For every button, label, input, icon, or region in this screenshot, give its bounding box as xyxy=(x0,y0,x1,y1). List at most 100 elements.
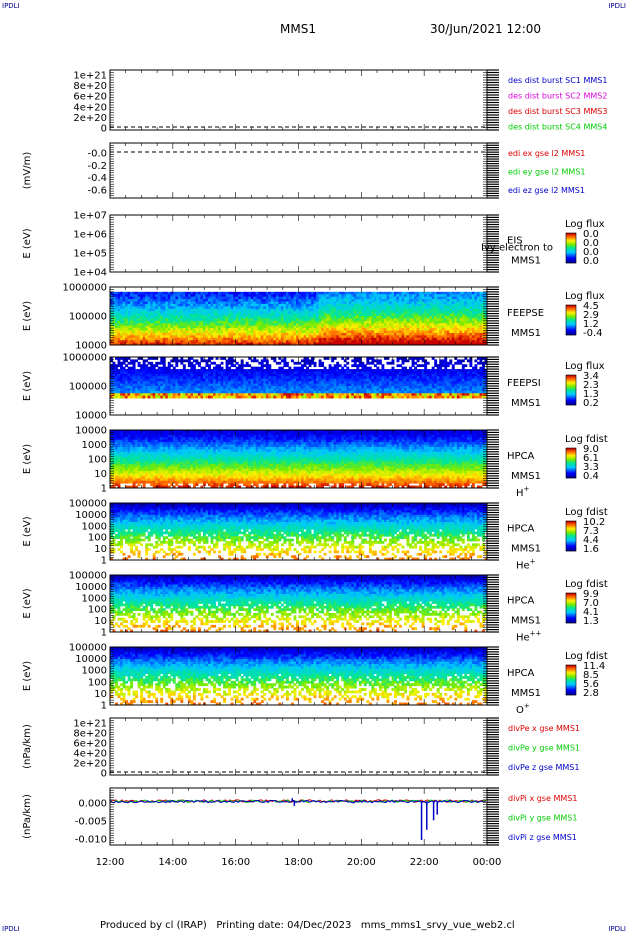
heatmap-cell xyxy=(120,301,123,305)
heatmap-cell xyxy=(316,311,319,314)
heatmap-cell xyxy=(283,318,287,322)
heatmap-cell xyxy=(446,318,450,322)
heatmap-cell xyxy=(306,337,309,341)
heatmap-cell xyxy=(210,378,214,382)
heatmap-cell xyxy=(273,316,277,319)
heatmap-cell xyxy=(160,371,164,375)
heatmap-cell xyxy=(225,316,229,319)
heatmap-cell xyxy=(283,386,287,389)
heatmap-cell xyxy=(273,311,277,314)
heatmap-cell xyxy=(112,373,116,377)
heatmap-cell xyxy=(306,320,309,324)
heatmap-cell xyxy=(117,328,121,331)
heatmap-cell xyxy=(308,299,312,302)
heatmap-cell xyxy=(449,318,453,322)
heatmap-cell xyxy=(273,313,277,317)
heatmap-cell xyxy=(434,296,438,300)
heatmap-cell xyxy=(366,337,370,341)
heatmap-cell xyxy=(233,308,237,312)
heatmap-cell xyxy=(215,369,219,372)
heatmap-cell xyxy=(308,342,312,346)
heatmap-cell xyxy=(238,393,242,397)
heatmap-cell xyxy=(333,335,337,339)
heatmap-cell xyxy=(162,332,166,336)
heatmap-cell xyxy=(142,299,146,302)
heatmap-cell xyxy=(240,359,244,363)
heatmap-cell xyxy=(426,313,430,317)
heatmap-cell xyxy=(152,313,156,317)
heatmap-cell xyxy=(150,323,154,327)
heatmap-cell xyxy=(122,366,126,370)
heatmap-cell xyxy=(399,308,402,312)
heatmap-cell xyxy=(361,320,365,324)
heatmap-cell xyxy=(220,325,224,329)
heatmap-cell xyxy=(223,386,227,389)
heatmap-cell xyxy=(321,328,325,331)
heatmap-cell xyxy=(449,301,453,305)
heatmap-cell xyxy=(278,388,282,392)
heatmap-cell xyxy=(172,383,176,387)
heatmap-cell xyxy=(316,332,319,336)
heatmap-cell xyxy=(228,357,232,360)
heatmap-cell xyxy=(213,335,216,339)
heatmap-cell xyxy=(283,390,287,394)
heatmap-cell xyxy=(469,320,473,324)
heatmap-cell xyxy=(388,328,392,331)
heatmap-cell xyxy=(273,323,277,327)
heatmap-cell xyxy=(338,311,342,314)
heatmap-cell xyxy=(394,332,397,336)
heatmap-cell xyxy=(255,393,259,397)
heatmap-cell xyxy=(293,301,297,305)
heatmap-cell xyxy=(223,388,227,392)
heatmap-cell xyxy=(461,296,465,300)
heatmap-cell xyxy=(202,373,206,377)
heatmap-cell xyxy=(253,393,257,397)
colorbar-cell xyxy=(566,242,576,244)
heatmap-cell xyxy=(185,323,189,327)
heatmap-cell xyxy=(240,306,244,310)
heatmap-cell xyxy=(165,303,169,307)
heatmap-cell xyxy=(285,328,289,331)
heatmap-cell xyxy=(416,323,420,327)
heatmap-cell xyxy=(293,361,297,365)
colorbar-cell xyxy=(566,234,576,236)
heatmap-cell xyxy=(122,376,126,380)
y-tick-label: 10000 xyxy=(75,341,107,352)
heatmap-cell xyxy=(399,325,402,329)
heatmap-cell xyxy=(215,316,219,319)
heatmap-cell xyxy=(120,318,123,322)
heatmap-cell xyxy=(421,342,425,346)
heatmap-cell xyxy=(157,301,161,305)
heatmap-cell xyxy=(318,308,322,312)
heatmap-cell xyxy=(225,359,229,363)
heatmap-cell xyxy=(215,388,219,392)
heatmap-cell xyxy=(195,393,199,397)
heatmap-cell xyxy=(431,296,435,300)
heatmap-cell xyxy=(245,373,249,377)
heatmap-cell xyxy=(185,311,189,314)
heatmap-cell xyxy=(253,337,257,341)
heatmap-cell xyxy=(401,294,405,298)
heatmap-cell xyxy=(288,311,292,314)
heatmap-cell xyxy=(125,301,128,305)
heatmap-cell xyxy=(225,318,229,322)
heatmap-cell xyxy=(476,303,480,307)
heatmap-cell xyxy=(202,296,206,300)
heatmap-cell xyxy=(283,332,287,336)
heatmap-cell xyxy=(248,342,252,346)
heatmap-cell xyxy=(311,313,314,317)
heatmap-cell xyxy=(175,325,179,329)
heatmap-cell xyxy=(218,318,221,322)
heatmap-cell xyxy=(363,335,367,339)
heatmap-cell xyxy=(170,335,174,339)
heatmap-cell xyxy=(434,294,438,298)
colorbar-cell xyxy=(566,251,576,253)
heatmap-cell xyxy=(162,299,166,302)
heatmap-cell xyxy=(240,318,244,322)
heatmap-cell xyxy=(255,311,259,314)
heatmap-cell xyxy=(258,323,262,327)
heatmap-cell xyxy=(421,330,425,334)
heatmap-cell xyxy=(150,311,154,314)
heatmap-cell xyxy=(157,291,161,295)
heatmap-cell xyxy=(225,306,229,310)
